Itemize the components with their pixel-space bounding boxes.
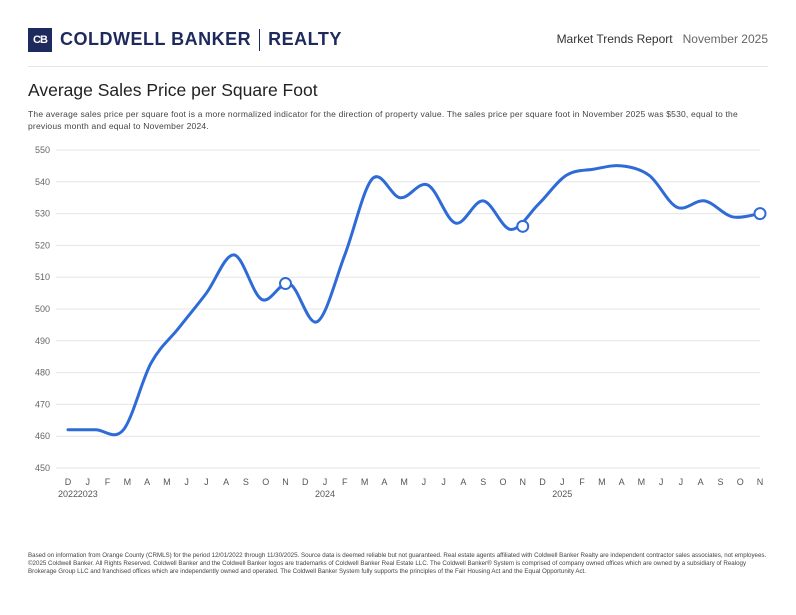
y-tick-label: 500 [35, 304, 50, 314]
x-tick-label: N [282, 477, 289, 487]
page-header: CB COLDWELL BANKER REALTY Market Trends R… [28, 26, 768, 56]
y-tick-label: 530 [35, 209, 50, 219]
year-label: 2025 [552, 489, 572, 499]
chart-title: Average Sales Price per Square Foot [28, 80, 318, 100]
line-chart: 550 540 530 520 510 500 490 480 470 460 450 D J F M A M J… [35, 145, 767, 499]
x-tick-label: J [422, 477, 427, 487]
y-tick-label: 540 [35, 177, 50, 187]
x-tick-label: A [381, 477, 387, 487]
x-tick-label: M [163, 477, 171, 487]
chart-description: The average sales price per square foot … [28, 109, 738, 131]
x-tick-label: M [638, 477, 646, 487]
y-tick-label: 470 [35, 399, 50, 409]
x-tick-label: A [144, 477, 150, 487]
x-tick-label: N [519, 477, 526, 487]
x-tick-label: J [659, 477, 664, 487]
x-tick-label: M [124, 477, 132, 487]
x-tick-label: A [698, 477, 704, 487]
x-tick-label: F [579, 477, 585, 487]
brand-name-right: REALTY [268, 28, 342, 49]
brand-name: COLDWELL BANKER REALTY [60, 28, 342, 52]
header-divider [28, 66, 768, 67]
data-point-marker [753, 207, 767, 221]
x-tick-label: J [560, 477, 565, 487]
y-tick-label: 480 [35, 368, 50, 378]
y-tick-label: 460 [35, 431, 50, 441]
y-tick-label: 510 [35, 272, 50, 282]
x-tick-label: S [717, 477, 723, 487]
x-tick-label: J [679, 477, 684, 487]
x-tick-label: N [757, 477, 764, 487]
x-tick-label: F [342, 477, 348, 487]
x-tick-label: O [262, 477, 269, 487]
x-tick-label: M [361, 477, 369, 487]
x-tick-label: M [598, 477, 606, 487]
x-tick-label: J [204, 477, 209, 487]
x-tick-label: D [302, 477, 309, 487]
disclaimer-footer: Based on information from Orange County … [28, 552, 767, 575]
x-tick-label: S [243, 477, 249, 487]
data-point-marker [278, 277, 292, 291]
y-tick-label: 550 [35, 145, 50, 155]
year-label: 2024 [315, 489, 335, 499]
x-tick-label: S [480, 477, 486, 487]
y-tick-label: 520 [35, 240, 50, 250]
report-info: Market Trends Report November 2025 [557, 32, 768, 46]
brand-divider [259, 29, 261, 52]
report-date: November 2025 [682, 32, 768, 46]
y-tick-label: 450 [35, 463, 50, 473]
x-tick-label: J [441, 477, 446, 487]
y-tick-label: 490 [35, 336, 50, 346]
x-tick-label: J [86, 477, 91, 487]
x-tick-label: M [400, 477, 408, 487]
report-title: Market Trends Report [556, 32, 673, 46]
year-label: 2022 [58, 489, 78, 499]
x-tick-label: D [65, 477, 72, 487]
brand-mark-icon: CB [28, 28, 52, 52]
x-tick-label: A [460, 477, 466, 487]
x-tick-label: O [499, 477, 506, 487]
x-tick-label: A [619, 477, 625, 487]
data-point-marker [516, 219, 530, 233]
x-tick-label: O [737, 477, 744, 487]
brand-name-left: COLDWELL BANKER [60, 28, 252, 49]
x-tick-label: D [539, 477, 546, 487]
x-tick-label: F [105, 477, 111, 487]
brand-logo: CB COLDWELL BANKER REALTY [28, 26, 342, 54]
x-tick-label: J [184, 477, 189, 487]
price-series-line [66, 164, 762, 437]
x-tick-label: A [223, 477, 229, 487]
x-tick-label: J [323, 477, 328, 487]
year-label: 2023 [78, 489, 98, 499]
